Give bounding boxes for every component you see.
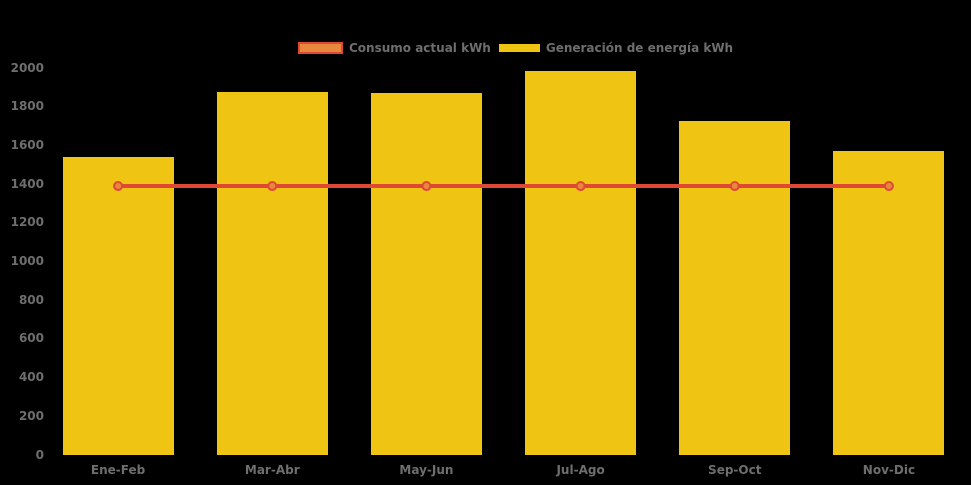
y-axis-label: 400	[18, 370, 44, 385]
y-axis-label: 0	[35, 447, 44, 462]
legend-label-consumo: Consumo actual kWh	[349, 41, 491, 55]
y-axis-label: 800	[18, 292, 44, 307]
x-axis-label-sep-oct: Sep-Oct	[708, 463, 762, 477]
legend-item-consumo[interactable]: Consumo actual kWh	[298, 41, 491, 55]
legend-swatch-generacion-icon	[498, 44, 540, 52]
y-axis-label: 1400	[10, 176, 44, 191]
x-axis-label-jul-ago: Jul-Ago	[556, 463, 605, 477]
legend-swatch-consumo-icon	[298, 42, 343, 54]
y-axis-label: 1000	[10, 254, 44, 268]
bar-nov-dic[interactable]	[833, 151, 945, 455]
line-marker[interactable]	[421, 181, 432, 192]
x-axis-label-nov-dic: Nov-Dic	[862, 463, 916, 477]
legend-item-generacion[interactable]: Generación de energía kWh	[498, 41, 734, 55]
y-axis-label: 200	[18, 408, 44, 423]
y-axis-label: 600	[18, 331, 44, 346]
line-marker[interactable]	[729, 181, 740, 192]
bar-may-jun[interactable]	[370, 93, 482, 455]
line-marker[interactable]	[883, 181, 894, 192]
legend: Consumo actual kWh Generación de energía…	[298, 41, 733, 55]
bar-ene-feb[interactable]	[62, 157, 174, 455]
line-marker[interactable]	[267, 181, 278, 192]
bar-jul-ago[interactable]	[525, 70, 637, 455]
x-axis-label-ene-feb: Ene-Feb	[90, 463, 146, 477]
bar-sep-oct[interactable]	[679, 121, 791, 455]
y-axis-label: 2000	[10, 60, 44, 75]
legend-label-generacion: Generación de energía kWh	[545, 41, 734, 55]
y-axis-label: 1800	[10, 99, 44, 114]
y-axis-label: 1200	[10, 215, 44, 230]
x-axis-label-mar-abr: Mar-Abr	[244, 463, 300, 477]
line-marker[interactable]	[113, 181, 124, 192]
bar-mar-abr[interactable]	[216, 92, 328, 455]
line-marker[interactable]	[575, 181, 586, 192]
y-axis-label: 1600	[10, 137, 44, 152]
x-axis-label-may-jun: May-Jun	[399, 463, 454, 477]
